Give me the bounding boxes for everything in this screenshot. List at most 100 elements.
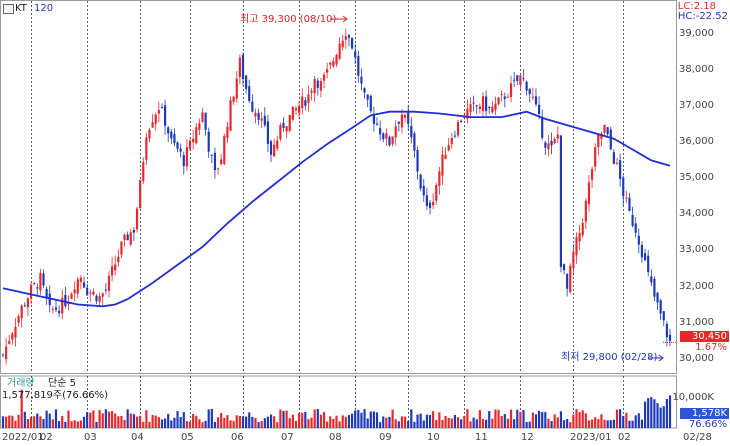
volume-bar [79,420,83,428]
volume-bar [428,415,432,428]
volume-bar [466,409,469,428]
time-tick-label: 09 [379,432,392,443]
volume-bar [631,420,634,428]
volume-bar [350,413,354,428]
volume-bar [179,417,182,428]
candle-body [114,264,117,271]
volume-bar [263,418,266,428]
volume-bar [95,421,98,428]
candle-body [594,147,597,167]
volume-bar [36,413,39,428]
volume-bar [394,419,397,428]
candle-body [98,295,101,302]
candle-body [110,266,114,276]
volume-bar [204,420,207,428]
candle-body [5,346,8,360]
candle-body [213,152,217,171]
candle-body [95,295,98,302]
volume-bar [360,412,363,428]
volume-bar [344,416,347,428]
time-tick-label: 08 [329,432,342,443]
volume-bar [506,418,510,428]
price-tick-label: 33,000 [679,244,714,256]
volume-bar [160,419,164,428]
volume-bar [379,422,382,428]
candle-body [441,154,444,176]
time-tick-label: 03 [84,432,97,443]
period-label[interactable]: 120 [34,3,54,14]
candle-body [416,149,419,172]
high-annotation: 최고 39,300 (08/10) [240,14,337,25]
candle-body [182,154,185,167]
volume-bar [375,412,379,428]
volume-bar [619,409,622,428]
volume-bar [612,419,615,428]
candle-body [285,126,288,132]
volume-bar [82,416,86,428]
low-annotation: 최저 29,800 (02/28) [561,352,658,363]
volume-bar [584,413,587,428]
volume-bar [288,418,291,428]
candle-body [92,291,95,295]
volume-bar [597,419,600,428]
candle-body [559,135,563,267]
candle-body [513,79,516,81]
candle-body [397,121,400,124]
candle-body [460,120,463,123]
volume-bar [192,413,195,428]
candle-body [210,154,213,156]
candle-body [298,106,301,113]
candle-body [245,75,248,89]
candle-body [350,37,354,49]
candle-body [58,310,61,314]
volume-bar [329,416,332,428]
volume-bar [120,415,123,428]
candle-body [229,100,232,131]
volume-bar [279,409,282,428]
candle-body [170,131,173,139]
candle-body [260,118,263,121]
price-tick-label: 36,000 [679,136,714,148]
volume-bar [382,416,385,428]
candle-body [266,121,270,144]
candle-body [263,115,266,126]
price-tick-label: 34,000 [679,208,714,220]
volume-bar [347,415,351,428]
candle-body [541,118,544,138]
candle-body [407,112,410,124]
high-arrow [330,15,348,23]
candle-body [662,311,665,321]
candle-body [198,123,201,130]
candle-body [120,241,123,255]
volume-bar [107,411,111,428]
volume-bar [369,411,372,428]
candle-body [400,114,404,128]
candle-body [142,161,145,182]
volume-bar [590,419,594,428]
volume-panel-frame [0,375,677,429]
candle-body [179,148,182,152]
volume-bar [216,417,220,428]
candle-body [117,256,120,263]
volume-bar [285,410,288,428]
volume-bar [556,417,559,428]
volume-bar [625,412,628,428]
price-tick-label: 35,000 [679,172,714,184]
volume-bar [282,410,285,428]
candle-body [650,276,653,283]
volume-bar [403,416,407,428]
candle-body [307,94,310,104]
stock-window-icon[interactable] [3,4,14,14]
volume-bar [167,413,170,428]
volume-bar [538,410,541,428]
candle-body [550,141,553,146]
volume-bar [248,412,251,428]
candle-body [73,289,76,294]
candle-body [659,300,662,314]
volume-bar [182,412,185,428]
ticker-label[interactable]: KT [15,3,27,14]
volume-bar [310,417,313,428]
candle-body [148,129,151,139]
candle-body [291,106,294,120]
